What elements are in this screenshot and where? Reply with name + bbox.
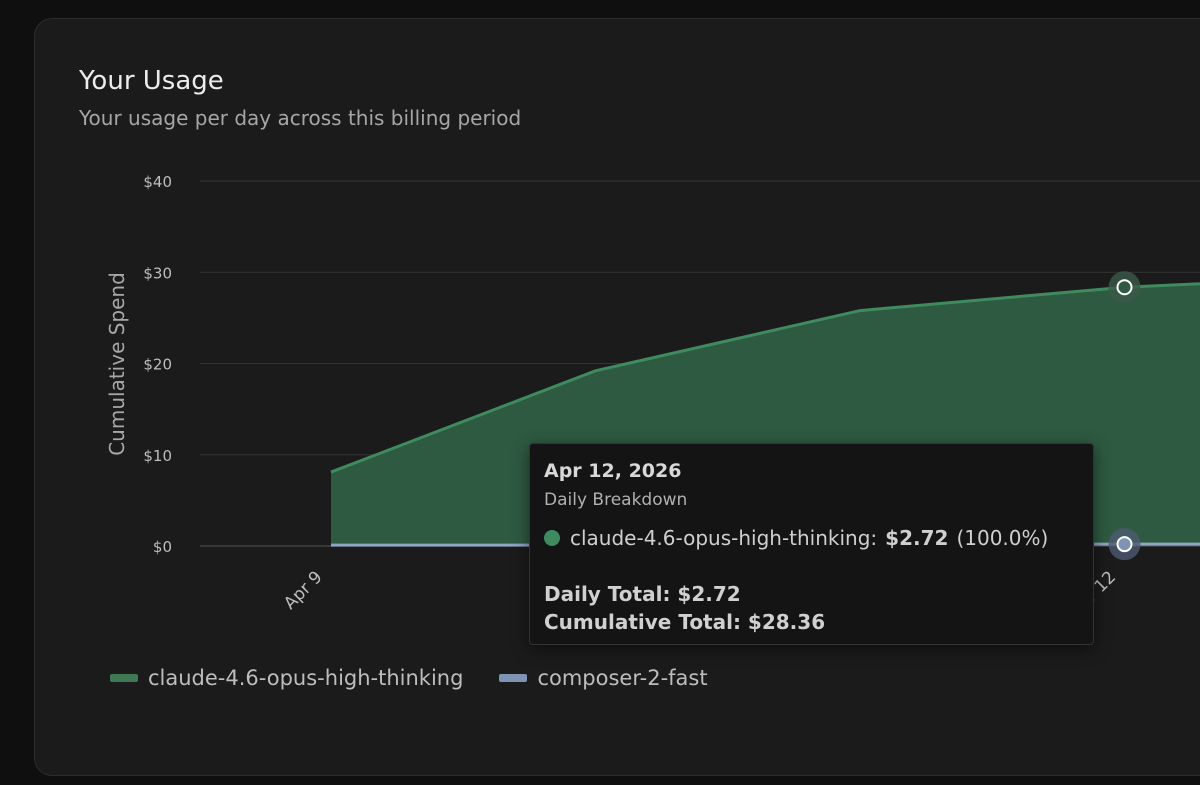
y-tick-label: $0	[153, 538, 172, 556]
y-tick-label: $20	[143, 356, 172, 374]
legend-item-claude[interactable]: claude-4.6-opus-high-thinking	[110, 666, 463, 690]
tooltip-cumulative-total: Cumulative Total: $28.36	[544, 610, 826, 634]
legend-item-composer[interactable]: composer-2-fast	[499, 666, 708, 690]
chart-tooltip: Apr 12, 2026 Daily Breakdown claude-4.6-…	[529, 443, 1094, 645]
y-tick-label: $40	[143, 173, 172, 191]
tooltip-date: Apr 12, 2026	[544, 460, 682, 482]
y-axis-label: Cumulative Spend	[105, 272, 129, 456]
legend-label-claude: claude-4.6-opus-high-thinking	[148, 666, 464, 690]
tooltip-daily-total: Daily Total: $2.72	[544, 582, 741, 606]
tooltip-series-row: claude-4.6-opus-high-thinking: $2.72 (10…	[544, 526, 1079, 550]
legend-swatch-claude	[110, 674, 138, 682]
tooltip-series-name: claude-4.6-opus-high-thinking:	[570, 526, 878, 550]
chart-legend: claude-4.6-opus-high-thinking composer-2…	[110, 666, 744, 690]
tooltip-series-dot	[544, 530, 560, 546]
y-tick-label: $10	[143, 447, 172, 465]
hover-point-claude	[1116, 279, 1133, 296]
y-tick-label: $30	[143, 264, 172, 282]
card-subtitle: Your usage per day across this billing p…	[79, 106, 522, 130]
legend-swatch-composer	[499, 674, 528, 682]
legend-label-composer: composer-2-fast	[537, 666, 708, 690]
tooltip-series-value: $2.72	[885, 526, 949, 550]
x-tick-label: Apr 9	[280, 567, 326, 613]
card-title: Your Usage	[79, 66, 224, 96]
line-claude	[330, 282, 1200, 474]
hover-point-composer	[1116, 536, 1133, 553]
tooltip-subtitle: Daily Breakdown	[544, 490, 688, 510]
tooltip-series-percent: (100.0%)	[956, 526, 1049, 550]
